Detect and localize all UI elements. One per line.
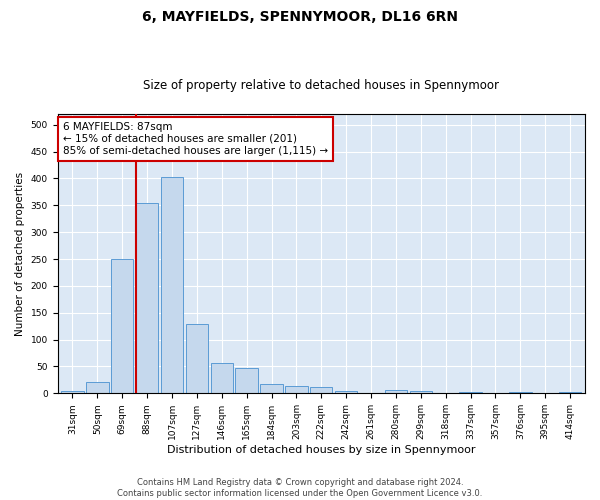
- Y-axis label: Number of detached properties: Number of detached properties: [15, 172, 25, 336]
- Bar: [111, 259, 133, 394]
- X-axis label: Distribution of detached houses by size in Spennymoor: Distribution of detached houses by size …: [167, 445, 476, 455]
- Text: 6, MAYFIELDS, SPENNYMOOR, DL16 6RN: 6, MAYFIELDS, SPENNYMOOR, DL16 6RN: [142, 10, 458, 24]
- Bar: [61, 390, 83, 394]
- Bar: [235, 368, 258, 394]
- Bar: [161, 177, 183, 394]
- Bar: [360, 393, 382, 394]
- Text: 6 MAYFIELDS: 87sqm
← 15% of detached houses are smaller (201)
85% of semi-detach: 6 MAYFIELDS: 87sqm ← 15% of detached hou…: [63, 122, 328, 156]
- Bar: [185, 324, 208, 394]
- Bar: [460, 392, 482, 394]
- Bar: [285, 386, 308, 394]
- Title: Size of property relative to detached houses in Spennymoor: Size of property relative to detached ho…: [143, 79, 499, 92]
- Bar: [136, 202, 158, 394]
- Text: Contains HM Land Registry data © Crown copyright and database right 2024.
Contai: Contains HM Land Registry data © Crown c…: [118, 478, 482, 498]
- Bar: [86, 382, 109, 394]
- Bar: [335, 390, 358, 394]
- Bar: [434, 393, 457, 394]
- Bar: [509, 392, 532, 394]
- Bar: [410, 390, 432, 394]
- Bar: [559, 392, 581, 394]
- Bar: [385, 390, 407, 394]
- Bar: [310, 388, 332, 394]
- Bar: [211, 362, 233, 394]
- Bar: [260, 384, 283, 394]
